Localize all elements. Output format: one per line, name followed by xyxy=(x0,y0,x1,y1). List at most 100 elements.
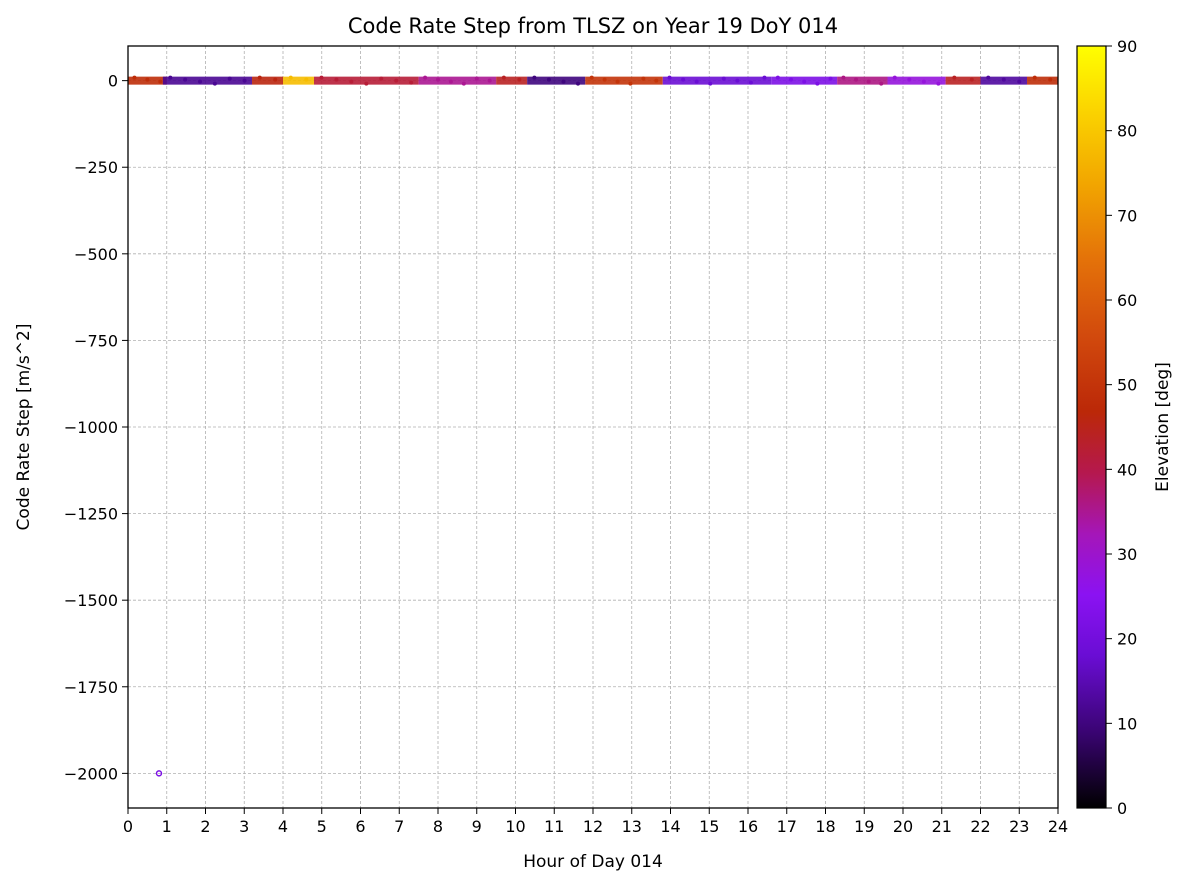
colorbar-tick-label: 60 xyxy=(1117,291,1137,310)
data-point xyxy=(892,75,897,80)
data-point xyxy=(364,81,369,86)
data-point xyxy=(501,75,506,80)
x-tick-label: 4 xyxy=(278,817,288,836)
data-point xyxy=(1017,79,1022,84)
data-point xyxy=(921,79,926,84)
series-segment xyxy=(283,76,314,85)
data-point xyxy=(681,77,686,82)
x-tick-label: 15 xyxy=(699,817,719,836)
x-tick-label: 10 xyxy=(505,817,525,836)
data-series xyxy=(128,75,1058,777)
data-point xyxy=(667,75,672,80)
series-segment xyxy=(418,76,497,85)
x-tick-label: 8 xyxy=(433,817,443,836)
y-tick-label: −1500 xyxy=(64,591,118,610)
data-point xyxy=(952,75,957,80)
series-segment xyxy=(314,76,419,85)
data-point xyxy=(334,77,339,82)
data-point xyxy=(288,75,293,80)
data-point xyxy=(158,79,163,84)
series-segment xyxy=(945,76,981,85)
data-point xyxy=(379,76,384,81)
data-point xyxy=(748,80,753,85)
data-point xyxy=(242,78,247,83)
colorbar-tick-label: 20 xyxy=(1117,630,1137,649)
y-tick-label: 0 xyxy=(108,72,118,91)
y-tick-label: −500 xyxy=(74,245,118,264)
colorbar xyxy=(1076,45,1107,809)
series-segment xyxy=(887,76,946,85)
x-tick-label: 24 xyxy=(1048,817,1068,836)
colorbar-axis: 0 10 20 30 40 50 60 70 80 90 xyxy=(1106,37,1137,818)
colorbar-tick-label: 80 xyxy=(1117,122,1137,141)
y-tick-label: −2000 xyxy=(64,764,118,783)
series-segment xyxy=(837,76,888,85)
chart-title: Code Rate Step from TLSZ on Year 19 DoY … xyxy=(348,14,838,38)
x-tick-label: 9 xyxy=(472,817,482,836)
x-tick-label: 7 xyxy=(394,817,404,836)
data-point xyxy=(721,76,726,81)
x-tick-label: 0 xyxy=(123,817,133,836)
data-point xyxy=(762,75,767,80)
x-tick-label: 14 xyxy=(660,817,680,836)
data-point xyxy=(546,77,551,82)
data-point xyxy=(1032,75,1037,80)
data-point xyxy=(474,76,479,81)
y-tick-label: −250 xyxy=(74,158,118,177)
y-tick-label: −1000 xyxy=(64,418,118,437)
x-tick-label: 22 xyxy=(970,817,990,836)
data-point xyxy=(436,77,440,82)
data-point xyxy=(394,78,399,83)
data-point xyxy=(986,75,991,80)
data-point xyxy=(212,81,217,86)
series-segment xyxy=(1027,76,1058,85)
x-tick-label: 11 xyxy=(544,817,564,836)
outlier-point xyxy=(155,770,163,777)
x-tick-label: 12 xyxy=(583,817,603,836)
y-tick-label: −750 xyxy=(74,331,118,350)
data-point xyxy=(132,75,137,80)
x-tick-label: 1 xyxy=(162,817,172,836)
data-point xyxy=(1001,77,1006,82)
x-tick-label: 13 xyxy=(622,817,642,836)
colorbar-tick-label: 40 xyxy=(1117,460,1137,479)
data-point xyxy=(602,77,607,82)
data-point xyxy=(828,76,833,81)
data-point xyxy=(409,80,414,85)
data-point xyxy=(641,76,646,81)
data-point xyxy=(879,81,884,86)
colorbar-tick-label: 70 xyxy=(1117,206,1137,225)
series-segment xyxy=(252,76,283,85)
data-point xyxy=(517,77,522,82)
x-tick-label: 3 xyxy=(239,817,249,836)
data-point xyxy=(775,75,780,80)
data-point xyxy=(789,77,794,82)
data-point xyxy=(802,79,807,84)
x-tick-label: 17 xyxy=(777,817,797,836)
data-point xyxy=(589,75,594,80)
data-point xyxy=(694,79,699,84)
data-point xyxy=(198,79,203,84)
data-point xyxy=(461,81,466,86)
grid-lines xyxy=(127,46,1059,808)
colorbar-tick-label: 50 xyxy=(1117,376,1137,395)
x-tick-label: 19 xyxy=(854,817,874,836)
data-point xyxy=(319,75,324,80)
data-point xyxy=(854,77,859,82)
x-tick-label: 20 xyxy=(893,817,913,836)
data-point xyxy=(304,77,309,82)
colorbar-tick-label: 0 xyxy=(1117,799,1127,818)
data-point xyxy=(183,77,188,82)
data-point xyxy=(448,79,453,84)
data-point xyxy=(907,77,912,82)
data-point xyxy=(1048,77,1053,82)
x-axis-label: Hour of Day 014 xyxy=(523,852,663,872)
data-point xyxy=(841,75,846,80)
series-segment xyxy=(527,76,586,85)
data-point xyxy=(654,78,659,83)
data-point xyxy=(628,81,633,86)
data-point xyxy=(349,79,354,84)
y-tick-label: −1250 xyxy=(64,505,118,524)
series-segment xyxy=(662,76,772,85)
